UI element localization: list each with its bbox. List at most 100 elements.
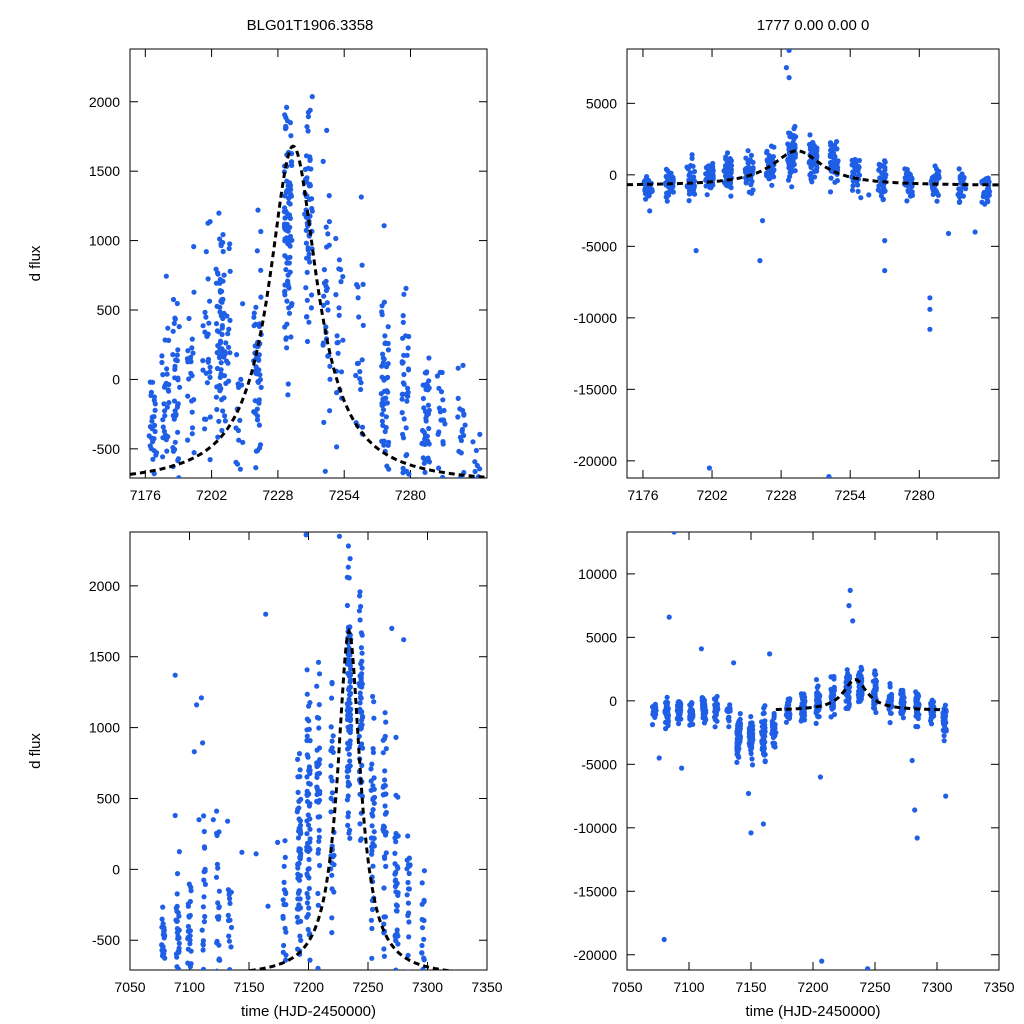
data-point bbox=[216, 418, 222, 424]
data-point bbox=[400, 313, 406, 319]
data-point bbox=[671, 532, 677, 535]
data-point bbox=[174, 1001, 179, 1006]
data-point bbox=[200, 1003, 205, 1008]
data-point bbox=[458, 437, 464, 444]
data-point bbox=[225, 818, 231, 824]
data-point bbox=[460, 362, 466, 368]
data-point bbox=[348, 677, 354, 683]
data-point bbox=[316, 671, 323, 677]
data-point bbox=[789, 184, 795, 190]
data-point bbox=[314, 762, 320, 768]
data-point bbox=[185, 437, 191, 443]
data-point bbox=[304, 215, 310, 221]
data-point bbox=[928, 700, 934, 706]
data-point bbox=[285, 392, 291, 398]
data-point bbox=[225, 331, 231, 337]
data-point bbox=[843, 691, 849, 698]
data-point bbox=[282, 997, 287, 1002]
data-point bbox=[419, 901, 425, 907]
data-point bbox=[771, 167, 777, 173]
data-point bbox=[766, 158, 772, 164]
data-point bbox=[284, 298, 290, 304]
data-point bbox=[256, 352, 262, 358]
data-point bbox=[379, 411, 385, 417]
data-point bbox=[217, 278, 223, 284]
data-point bbox=[316, 827, 322, 833]
y-tick-label: 2000 bbox=[89, 578, 120, 594]
data-point bbox=[381, 914, 387, 920]
data-point bbox=[172, 439, 178, 445]
data-point bbox=[916, 712, 922, 718]
data-point bbox=[359, 717, 365, 723]
data-point bbox=[393, 877, 399, 883]
data-point bbox=[828, 175, 834, 181]
data-point bbox=[171, 398, 178, 404]
data-point bbox=[831, 684, 837, 691]
data-point bbox=[985, 178, 991, 184]
data-point bbox=[368, 917, 374, 923]
data-point bbox=[203, 416, 209, 422]
data-point bbox=[381, 825, 387, 831]
data-point bbox=[743, 165, 750, 171]
data-point bbox=[280, 897, 286, 903]
data-point bbox=[882, 167, 888, 173]
data-point bbox=[887, 693, 893, 699]
data-point bbox=[170, 296, 177, 303]
x-tick-label: 7300 bbox=[412, 979, 443, 995]
data-point bbox=[379, 402, 385, 408]
data-point bbox=[442, 493, 447, 498]
data-point bbox=[176, 849, 182, 855]
data-point bbox=[748, 152, 755, 158]
data-point bbox=[160, 417, 166, 423]
data-point bbox=[206, 573, 211, 578]
data-point bbox=[221, 373, 228, 379]
data-point bbox=[220, 232, 226, 238]
data-point bbox=[743, 178, 750, 185]
data-point bbox=[812, 174, 818, 180]
data-point bbox=[346, 624, 353, 631]
x-tick-label: 7150 bbox=[735, 979, 766, 995]
data-point bbox=[307, 826, 313, 832]
data-point bbox=[942, 702, 949, 708]
data-point bbox=[222, 413, 228, 419]
data-point bbox=[202, 329, 208, 335]
data-point bbox=[904, 166, 910, 173]
data-point bbox=[296, 805, 302, 811]
y-tick-label: 0 bbox=[112, 371, 120, 387]
data-point bbox=[200, 971, 205, 976]
data-point bbox=[304, 752, 310, 758]
data-point bbox=[317, 862, 323, 869]
data-point bbox=[900, 687, 906, 694]
data-point bbox=[359, 424, 366, 430]
data-point bbox=[746, 726, 753, 732]
data-point bbox=[160, 454, 166, 460]
data-point bbox=[200, 323, 206, 329]
data-point bbox=[401, 416, 407, 422]
data-point bbox=[379, 309, 385, 315]
data-point bbox=[846, 701, 852, 707]
data-point bbox=[254, 248, 260, 254]
data-point bbox=[472, 459, 478, 465]
data-point bbox=[371, 843, 377, 849]
figure-title-left: BLG01T1906.3358 bbox=[247, 17, 374, 34]
data-point bbox=[912, 807, 918, 813]
data-point bbox=[282, 970, 287, 975]
data-point bbox=[784, 711, 790, 717]
data-point bbox=[226, 245, 232, 252]
plot-frame bbox=[129, 48, 488, 479]
y-tick-label: -500 bbox=[92, 932, 120, 948]
data-point bbox=[357, 690, 363, 696]
data-point bbox=[283, 125, 289, 131]
data-point bbox=[426, 425, 432, 432]
data-point bbox=[254, 406, 260, 412]
data-point bbox=[689, 155, 695, 161]
data-point bbox=[163, 437, 169, 443]
data-point bbox=[849, 157, 855, 163]
data-point bbox=[338, 279, 344, 285]
x-tick-label: 7254 bbox=[835, 487, 866, 503]
data-point bbox=[405, 886, 412, 892]
data-point bbox=[304, 792, 310, 799]
data-point bbox=[296, 751, 303, 757]
data-point bbox=[330, 749, 336, 756]
data-point bbox=[369, 925, 375, 932]
